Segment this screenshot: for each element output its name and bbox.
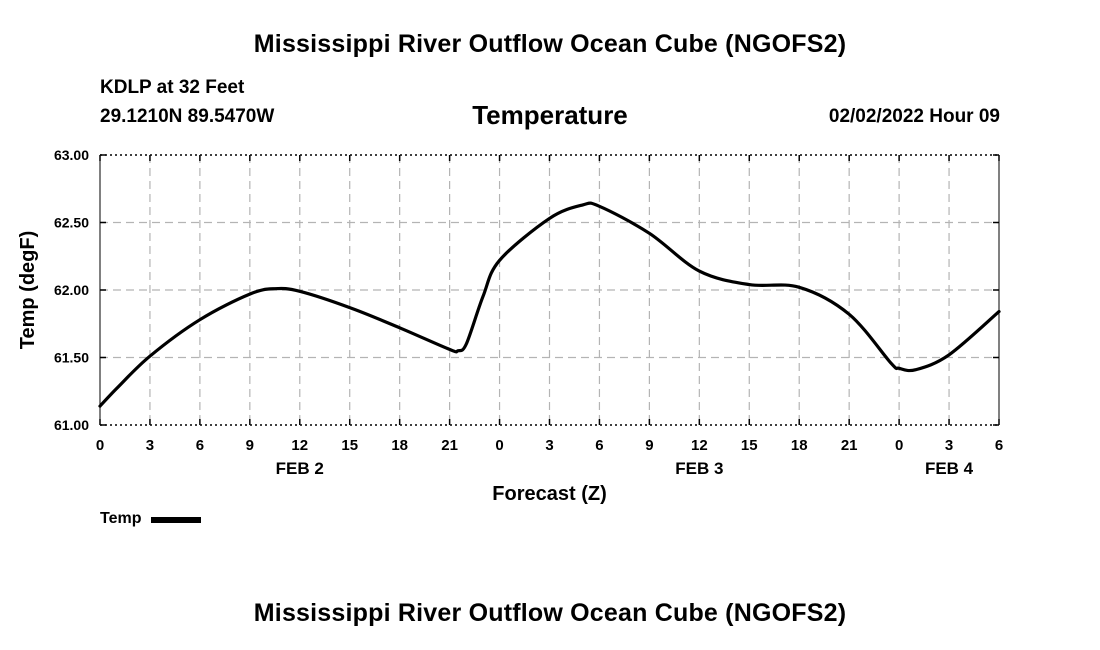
x-tick-label: 0 [96,437,104,454]
series-layer [98,201,1001,408]
y-tick-label: 61.00 [54,417,89,433]
y-axis-title: Temp (degF) [17,231,39,350]
x-tick-label: 0 [895,437,903,454]
legend-swatch-temp [151,517,202,523]
x-tick-label: 12 [691,437,708,454]
chart-main-title-bottom: Mississippi River Outflow Ocean Cube (NG… [253,599,847,627]
grid-lines [100,155,999,425]
x-tick-label: 12 [291,437,308,454]
series-line-temp [98,201,1001,408]
y-tick-label: 61.50 [54,350,89,366]
x-tick-label: 6 [995,437,1003,454]
x-tick-label: 9 [645,437,653,454]
x-tick-label: 9 [246,437,254,454]
x-tick-label: 21 [441,437,458,454]
y-tick-label: 62.50 [54,215,89,231]
legend-label-temp: Temp [100,510,142,527]
x-tick-label: 3 [945,437,953,454]
temperature-chart: 0 3 6 9 12 15 18 21 0 3 6 9 12 15 18 21 0 3 6 61.00 61.50 62.… [17,147,1003,505]
x-tick-label: 3 [146,437,154,454]
x-date-label: FEB 3 [675,459,723,478]
parameter-title: Temperature [472,100,628,130]
x-tick-label: 18 [791,437,808,454]
x-axis-title: Forecast (Z) [492,483,606,505]
x-tick-label: 6 [196,437,204,454]
x-tick-label: 0 [495,437,503,454]
axis-labels: 0 3 6 9 12 15 18 21 0 3 6 9 12 15 18 21 0 3 6 61.00 61.50 62.… [17,147,1003,505]
x-tick-label: 21 [841,437,858,454]
x-tick-label: 18 [391,437,408,454]
station-label: KDLP at 32 Feet [100,77,245,98]
x-tick-label: 15 [741,437,758,454]
y-tick-label: 62.00 [54,282,89,298]
chart-main-title: Mississippi River Outflow Ocean Cube (NG… [253,30,847,58]
x-tick-label: 15 [341,437,358,454]
axis-ticks [99,154,1000,426]
y-tick-label: 63.00 [54,147,89,163]
x-tick-label: 3 [545,437,553,454]
x-tick-label: 6 [595,437,603,454]
legend: Temp [100,510,202,528]
x-date-label: FEB 4 [925,459,974,478]
station-location: 29.1210N 89.5470W [100,106,275,127]
x-date-label: FEB 2 [276,459,324,478]
forecast-datetime: 02/02/2022 Hour 09 [828,106,1000,127]
